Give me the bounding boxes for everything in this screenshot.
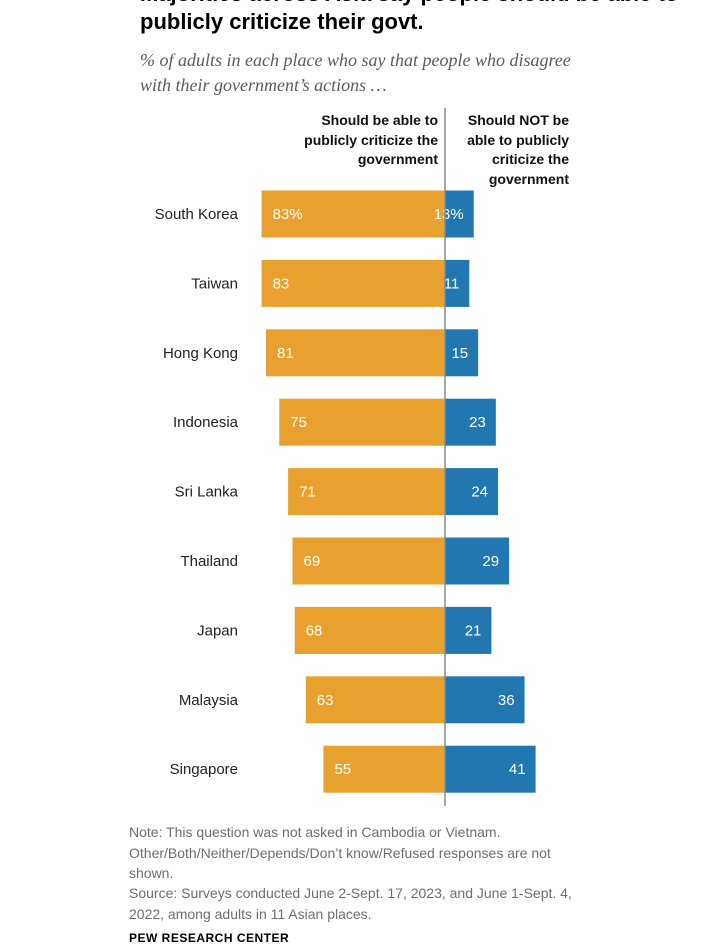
data-label-should-not-malaysia: 36: [498, 692, 515, 709]
category-label-thailand: Thailand: [180, 553, 238, 570]
footer-source: Source: Surveys conducted June 2-Sept. 1…: [129, 885, 572, 922]
data-label-should-not-thailand: 29: [482, 553, 499, 570]
data-label-should-south-korea: 83%: [273, 206, 303, 223]
bar-should-hong-kong: [265, 329, 445, 377]
data-label-should-not-south-korea: 13%: [434, 206, 464, 223]
bar-should-japan: [294, 606, 445, 654]
brand-label: PEW RESEARCH CENTER: [129, 931, 290, 945]
bar-should-not-thailand: [445, 537, 510, 585]
category-label-singapore: Singapore: [170, 761, 238, 778]
category-label-japan: Japan: [197, 622, 238, 639]
category-label-sri-lanka: Sri Lanka: [175, 484, 239, 501]
data-label-should-not-indonesia: 23: [469, 414, 486, 431]
bar-should-not-singapore: [445, 745, 536, 793]
data-label-should-not-singapore: 41: [509, 761, 526, 778]
bar-should-not-taiwan: [445, 259, 470, 307]
column-header-should: Should be able to publicly criticize the…: [304, 112, 438, 167]
data-label-should-japan: 68: [306, 622, 323, 639]
data-label-should-sri-lanka: 71: [299, 484, 316, 501]
data-label-should-indonesia: 75: [290, 414, 307, 431]
data-label-should-not-hong-kong: 15: [451, 345, 468, 362]
bar-should-not-malaysia: [445, 676, 525, 724]
column-header-should-not: Should NOT be able to publicly criticize…: [467, 112, 569, 187]
bar-should-indonesia: [279, 398, 445, 446]
data-label-should-not-taiwan: 11: [444, 275, 460, 292]
footer-note: Note: This question was not asked in Cam…: [129, 824, 551, 881]
bar-should-not-indonesia: [445, 398, 496, 446]
data-label-should-singapore: 55: [334, 761, 351, 778]
bar-should-sri-lanka: [288, 468, 445, 516]
chart-subtitle: % of adults in each place who say that p…: [140, 50, 571, 95]
bar-should-malaysia: [305, 676, 445, 724]
data-label-should-not-sri-lanka: 24: [471, 484, 488, 501]
diverging-bar-chart: South Korea 83% 13% Taiwan 83 11 Hong Kong 81 15…: [155, 108, 536, 806]
bar-should-not-hong-kong: [445, 329, 479, 377]
bar-should-not-south-korea: [445, 190, 474, 238]
bar-should-not-japan: [445, 606, 492, 654]
category-label-indonesia: Indonesia: [173, 414, 239, 431]
data-label-should-taiwan: 83: [273, 275, 290, 292]
category-label-south-korea: South Korea: [155, 206, 239, 223]
bar-should-singapore: [323, 745, 445, 793]
data-label-should-malaysia: 63: [317, 692, 334, 709]
data-label-should-hong-kong: 81: [277, 345, 294, 362]
category-label-malaysia: Malaysia: [179, 692, 239, 709]
bar-should-taiwan: [261, 259, 445, 307]
data-label-should-not-japan: 21: [465, 622, 482, 639]
bar-should-not-sri-lanka: [445, 468, 499, 516]
chart-title: Majorities across Asia say people should…: [140, 0, 678, 34]
bar-should-south-korea: [261, 190, 445, 238]
category-label-hong-kong: Hong Kong: [163, 345, 238, 362]
category-label-taiwan: Taiwan: [191, 275, 238, 292]
bar-should-thailand: [292, 537, 445, 585]
data-label-should-thailand: 69: [304, 553, 321, 570]
